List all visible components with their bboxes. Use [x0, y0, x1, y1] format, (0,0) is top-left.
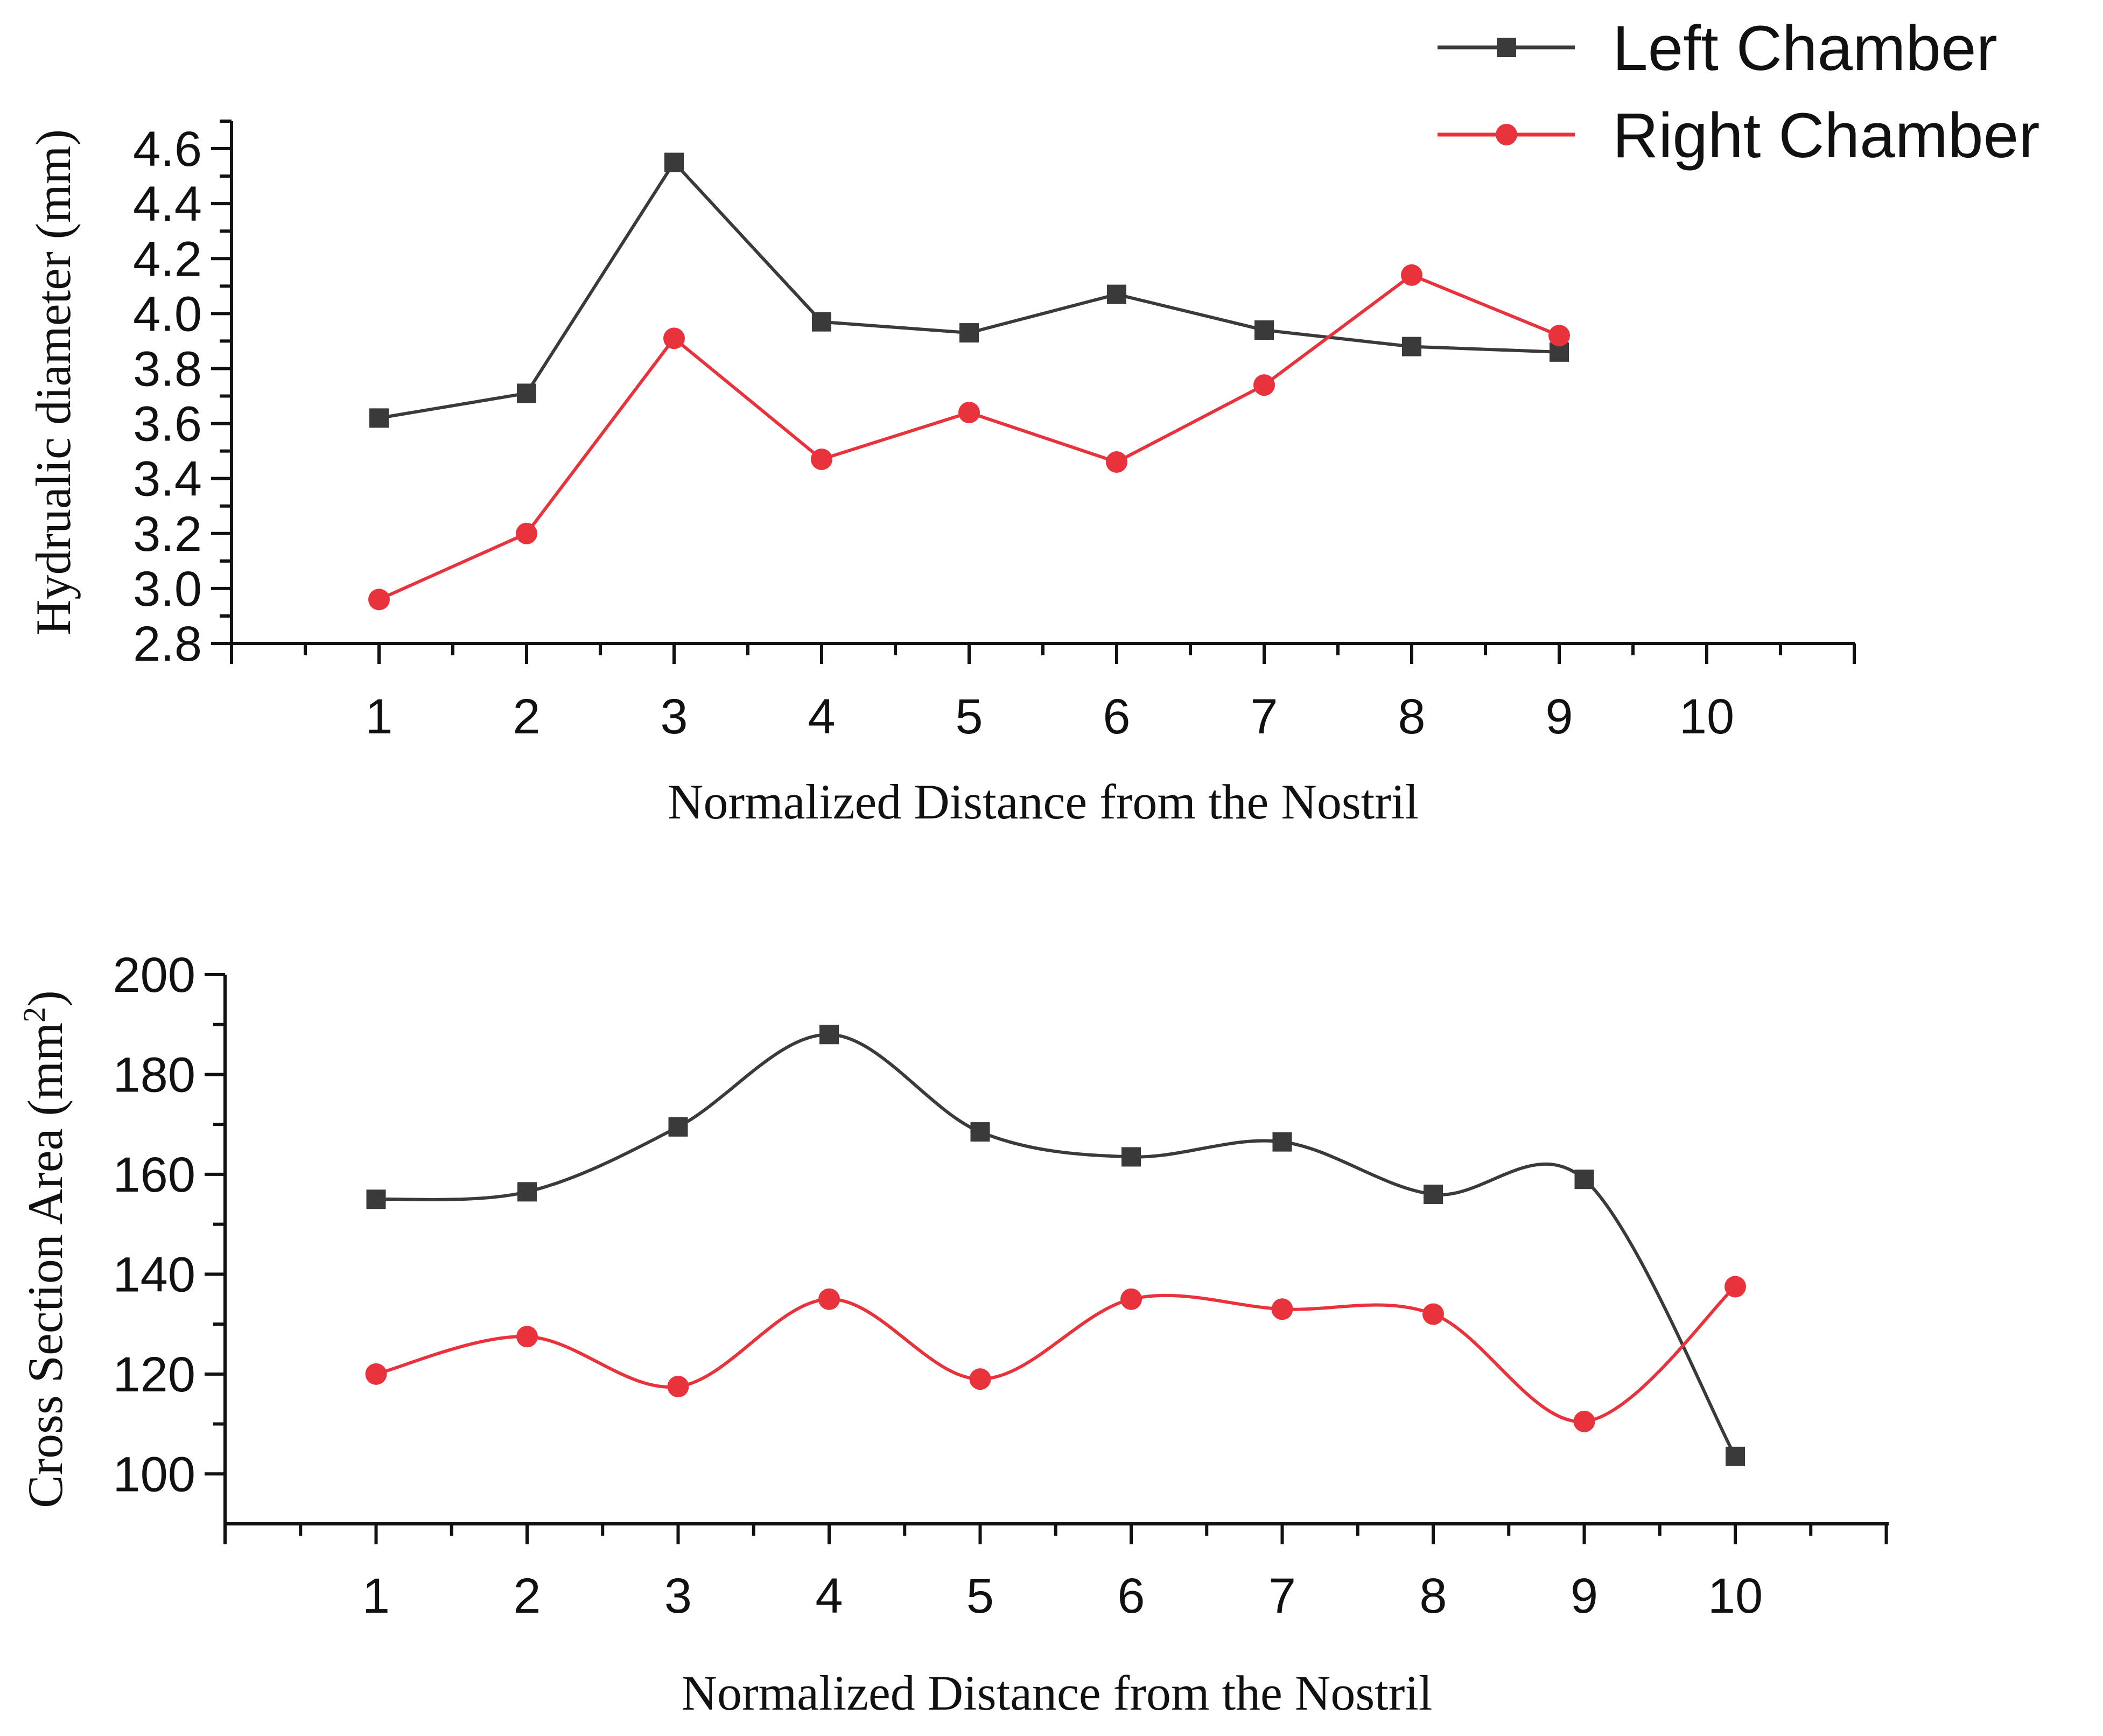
x-axis-title: Normalized Distance from the Nostril — [668, 774, 1419, 829]
data-point-right-chamber — [516, 1326, 538, 1348]
x-tick-label: 3 — [664, 1569, 692, 1623]
x-tick-label: 4 — [808, 689, 835, 744]
y-tick-label: 2.8 — [133, 617, 202, 671]
data-point-left-chamber — [1121, 1147, 1141, 1167]
x-tick-label: 4 — [815, 1569, 843, 1623]
x-tick-label: 1 — [365, 689, 392, 744]
x-tick-label: 6 — [1103, 689, 1130, 744]
x-tick-label: 1 — [362, 1569, 390, 1623]
y-axis-title-text: Hydrualic diameter (mm) — [26, 129, 81, 635]
y-tick-label: 4.6 — [133, 122, 202, 177]
x-tick-label: 8 — [1398, 689, 1425, 744]
x-tick-label: 8 — [1419, 1569, 1447, 1623]
x-tick-label: 2 — [513, 1569, 541, 1623]
data-point-left-chamber — [664, 152, 684, 172]
x-tick-label: 5 — [966, 1569, 994, 1623]
legend-marker-right-chamber — [1496, 124, 1517, 145]
y-tick-label: 3.0 — [133, 562, 202, 617]
x-axis-title: Normalized Distance from the Nostril — [682, 1665, 1433, 1720]
y-tick-label: 4.4 — [133, 177, 202, 232]
chart-cross-section-area: 1 2 3 4 5 6 7 8 9 10 100 120 140 160 180 200 Normalized … — [17, 948, 1889, 1720]
y-tick-label: 3.6 — [133, 397, 202, 452]
y-tick-label: 180 — [113, 1047, 196, 1102]
data-point-left-chamber — [517, 1182, 537, 1202]
legend: Left Chamber Right Chamber — [1438, 13, 2040, 171]
x-tick-label: 10 — [1679, 689, 1734, 744]
data-point-right-chamber — [667, 1376, 689, 1397]
data-point-left-chamber — [1402, 337, 1421, 356]
x-tick-label: 6 — [1117, 1569, 1145, 1623]
x-tick-label: 9 — [1571, 1569, 1598, 1623]
data-point-right-chamber — [1120, 1288, 1142, 1310]
data-point-right-chamber — [811, 448, 832, 470]
y-axis-title-superscript: 2 — [17, 1007, 52, 1023]
y-axis-title-text: Cross Section Area (mm — [18, 1023, 73, 1508]
y-tick-label: 3.4 — [133, 452, 202, 507]
x-tick-label: 10 — [1708, 1569, 1763, 1623]
data-point-right-chamber — [1422, 1303, 1444, 1325]
data-point-right-chamber — [1401, 264, 1422, 286]
y-axis-title: Cross Section Area (mm2) — [17, 990, 73, 1508]
y-tick-label: 4.0 — [133, 286, 202, 341]
y-tick-label: 3.2 — [133, 507, 202, 562]
data-point-right-chamber — [1106, 451, 1127, 473]
data-point-left-chamber — [366, 1189, 386, 1209]
y-tick-label: 4.2 — [133, 232, 202, 286]
y-axis-title-suffix: ) — [18, 990, 73, 1007]
y-tick-label: 160 — [113, 1147, 196, 1202]
series-line-right-chamber — [375, 1285, 1736, 1423]
data-point-left-chamber — [1107, 284, 1126, 304]
data-point-right-chamber — [1725, 1276, 1746, 1298]
y-tick-label: 140 — [113, 1247, 196, 1302]
x-tick-label: 7 — [1268, 1569, 1296, 1623]
series-line-left-chamber — [378, 159, 1560, 420]
y-axis-title: Hydrualic diameter (mm) — [26, 129, 81, 635]
data-point-left-chamber — [959, 323, 979, 343]
data-point-right-chamber — [1253, 374, 1275, 396]
x-tick-label: 5 — [955, 689, 983, 744]
data-point-left-chamber — [1272, 1132, 1292, 1152]
y-tick-label: 100 — [113, 1447, 196, 1502]
data-point-left-chamber — [1574, 1170, 1594, 1189]
data-point-right-chamber — [516, 522, 537, 544]
data-point-right-chamber — [969, 1368, 991, 1390]
data-point-right-chamber — [958, 402, 980, 424]
y-tick-label: 120 — [113, 1347, 196, 1402]
data-point-left-chamber — [668, 1117, 688, 1137]
legend-marker-left-chamber — [1497, 38, 1516, 57]
data-point-left-chamber — [1726, 1446, 1745, 1466]
data-point-left-chamber — [1254, 320, 1274, 340]
series-line-left-chamber — [376, 1033, 1737, 1458]
x-tick-label: 2 — [513, 689, 540, 744]
x-tick-label: 9 — [1545, 689, 1573, 744]
legend-label-right-chamber: Right Chamber — [1613, 100, 2040, 171]
x-tick-label: 7 — [1250, 689, 1278, 744]
y-tick-label: 3.8 — [133, 341, 202, 396]
data-point-right-chamber — [1271, 1298, 1293, 1320]
data-point-left-chamber — [1424, 1185, 1443, 1204]
data-point-right-chamber — [1573, 1410, 1595, 1432]
data-point-right-chamber — [368, 589, 390, 611]
data-point-left-chamber — [819, 1025, 839, 1045]
data-point-right-chamber — [1548, 325, 1570, 347]
data-point-left-chamber — [369, 408, 389, 428]
data-point-left-chamber — [517, 383, 536, 403]
legend-label-left-chamber: Left Chamber — [1613, 13, 1997, 84]
chart-hydraulic-diameter: 1 2 3 4 5 6 7 8 9 10 2.83.03.23.43.63.84.04.24.44.… — [26, 120, 1856, 829]
data-point-right-chamber — [818, 1288, 840, 1310]
data-point-right-chamber — [663, 327, 685, 349]
y-tick-label: 200 — [113, 948, 196, 1003]
data-point-left-chamber — [812, 312, 831, 332]
data-point-right-chamber — [365, 1363, 387, 1385]
data-point-left-chamber — [970, 1122, 990, 1142]
x-tick-label: 3 — [660, 689, 688, 744]
